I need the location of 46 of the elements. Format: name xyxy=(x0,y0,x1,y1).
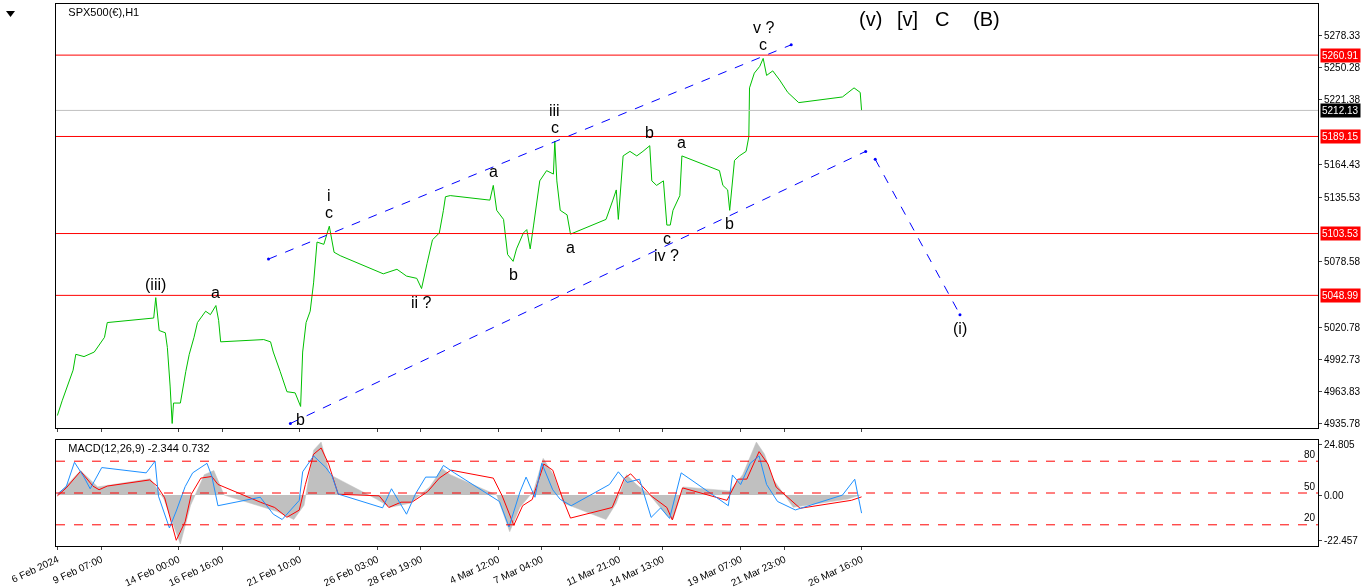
annotation: iv ? xyxy=(654,247,679,264)
y-tick-label: 0.00 xyxy=(1324,489,1344,501)
ref-line-label: 5103.53 xyxy=(1322,228,1359,239)
annotation: (v) xyxy=(859,8,883,30)
ref-line-label: 5048.99 xyxy=(1322,290,1359,301)
annotation: (B) xyxy=(973,8,1000,30)
annotation: (i) xyxy=(953,320,968,337)
y-tick-label: 5164.43 xyxy=(1324,159,1361,170)
x-tick-label: 21 Feb 10:00 xyxy=(244,553,304,588)
annotation: a xyxy=(489,163,498,180)
annotation: v ? xyxy=(753,19,775,36)
y-tick-label: 5078.58 xyxy=(1324,256,1361,268)
annotation: ii ? xyxy=(411,294,432,311)
y-tick-label: 5221.38 xyxy=(1324,94,1361,106)
y-tick-label: 5020.78 xyxy=(1324,321,1361,333)
annotation: (iii) xyxy=(145,276,167,293)
y2-tick-label: 20 xyxy=(1303,512,1316,524)
ref-line-label: 5212.13 xyxy=(1322,105,1359,116)
y-tick-label: 5250.28 xyxy=(1324,61,1361,73)
y-tick-label: 4992.73 xyxy=(1324,353,1361,365)
annotation: c xyxy=(663,230,671,247)
ref-line-label: 5260.91 xyxy=(1322,50,1359,61)
annotation: b xyxy=(509,266,518,283)
annotation: [v] xyxy=(897,8,919,30)
annotation: b xyxy=(725,215,734,232)
y-tick-label: 5278.33 xyxy=(1324,29,1361,41)
y-tick-label: 24.805 xyxy=(1324,438,1356,450)
annotation: c xyxy=(759,36,767,53)
annotation: b xyxy=(296,411,305,428)
line-series xyxy=(56,57,863,424)
annotation: iii xyxy=(549,102,560,119)
annotation: a xyxy=(677,134,686,151)
x-tick-label: 26 Mar 16:00 xyxy=(806,553,865,588)
y-tick-label: 4963.83 xyxy=(1324,386,1361,398)
annotation: c xyxy=(551,119,559,136)
annotation: C xyxy=(935,8,950,30)
y-tick-label: -22.457 xyxy=(1324,535,1359,547)
annotation: c xyxy=(325,204,333,221)
chart-title: SPX500(€),H1 xyxy=(68,5,140,18)
annotation: a xyxy=(566,239,575,256)
y2-tick-label: 50 xyxy=(1303,480,1316,492)
y2-tick-label: 80 xyxy=(1303,448,1316,460)
y-tick-label: 5135.53 xyxy=(1324,191,1361,203)
ref-line-label: 5189.15 xyxy=(1322,131,1359,142)
y-tick-label: 4935.78 xyxy=(1324,418,1361,430)
annotation: i xyxy=(327,187,331,204)
